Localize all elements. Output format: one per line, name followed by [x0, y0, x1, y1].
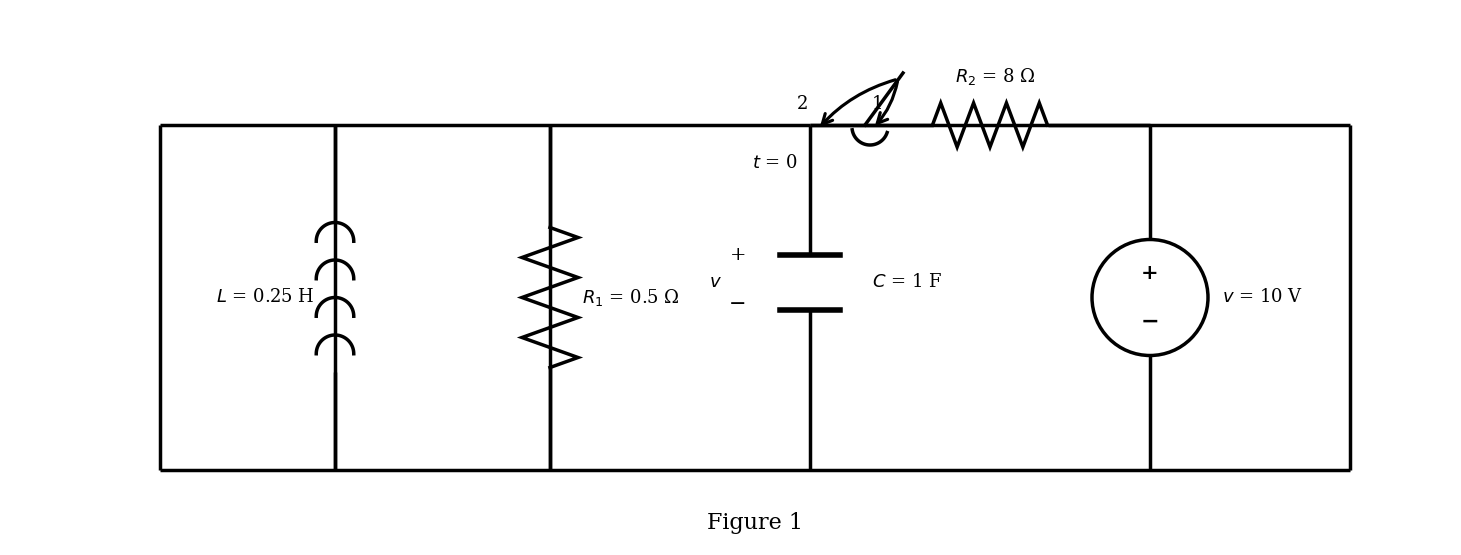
Text: $R_2$ = 8 Ω: $R_2$ = 8 Ω — [954, 66, 1036, 87]
Text: $v$ = 10 V: $v$ = 10 V — [1221, 289, 1303, 306]
Text: $t$ = 0: $t$ = 0 — [752, 154, 798, 172]
Text: Figure 1: Figure 1 — [707, 512, 804, 534]
Text: +: + — [729, 246, 747, 265]
Text: +: + — [1141, 264, 1159, 284]
Text: −: − — [729, 295, 747, 314]
Text: $R_1$ = 0.5 Ω: $R_1$ = 0.5 Ω — [581, 287, 679, 308]
Text: 1: 1 — [871, 95, 882, 113]
Text: $v$: $v$ — [709, 274, 722, 291]
Text: $C$ = 1 F: $C$ = 1 F — [872, 274, 942, 291]
Text: 2: 2 — [796, 95, 808, 113]
Text: $L$ = 0.25 H: $L$ = 0.25 H — [216, 289, 316, 306]
Text: −: − — [1141, 310, 1160, 332]
